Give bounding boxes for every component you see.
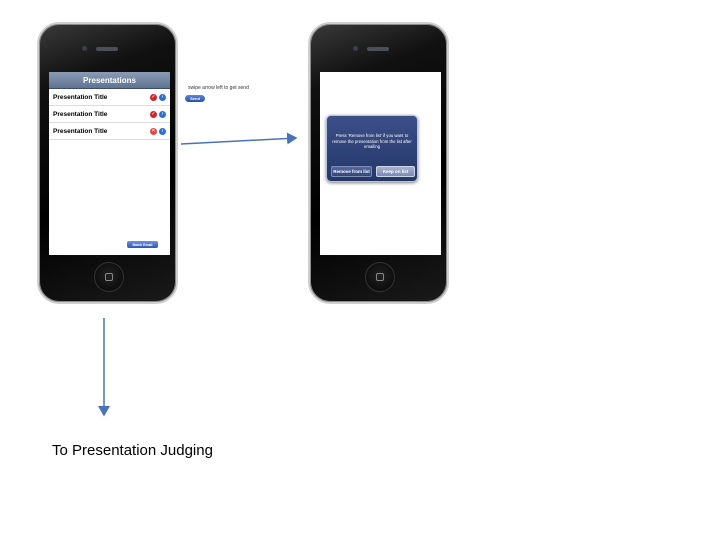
check-icon[interactable]: ✓ [150, 93, 157, 101]
batch-email-button[interactable]: Batch Email [127, 241, 158, 248]
list-item[interactable]: Presentation Title × › [49, 123, 170, 140]
disclosure-arrow-icon[interactable]: › [159, 93, 166, 101]
row-title: Presentation Title [53, 93, 108, 101]
send-button[interactable]: Send [185, 95, 205, 102]
list-item[interactable]: Presentation Title ✓ › [49, 106, 170, 123]
phone-screen: Press 'Remove from list' if you want to … [320, 72, 441, 255]
arrow-to-alert [180, 132, 298, 145]
check-icon[interactable]: ✓ [150, 110, 157, 118]
alert-message: Press 'Remove from list' if you want to … [332, 133, 412, 149]
home-square-icon [105, 273, 113, 281]
phone-presentations: Presentations Presentation Title ✓ › Pre… [37, 22, 178, 304]
home-square-icon [376, 273, 384, 281]
camera-icon [82, 46, 87, 51]
remove-from-list-button[interactable]: Remove from list [331, 166, 372, 177]
keep-on-list-button[interactable]: Keep on list [376, 166, 415, 177]
delete-icon[interactable]: × [150, 127, 157, 135]
nav-bar-title: Presentations [49, 72, 170, 89]
phone-screen: Presentations Presentation Title ✓ › Pre… [49, 72, 170, 255]
phone-alert: Press 'Remove from list' if you want to … [308, 22, 449, 304]
home-button[interactable] [365, 262, 395, 292]
speaker-icon [367, 47, 389, 51]
swipe-note: swipe arrow left to get send [188, 85, 249, 91]
disclosure-arrow-icon[interactable]: › [159, 127, 166, 135]
caption-to-judging: To Presentation Judging [52, 442, 213, 459]
row-title: Presentation Title [53, 127, 108, 135]
camera-icon [353, 46, 358, 51]
speaker-icon [96, 47, 118, 51]
disclosure-arrow-icon[interactable]: › [159, 110, 166, 118]
home-button[interactable] [94, 262, 124, 292]
row-title: Presentation Title [53, 110, 108, 118]
alert-dialog: Press 'Remove from list' if you want to … [326, 115, 418, 182]
list-item[interactable]: Presentation Title ✓ › [49, 89, 170, 106]
